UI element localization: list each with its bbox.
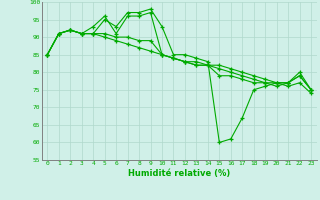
X-axis label: Humidité relative (%): Humidité relative (%) [128, 169, 230, 178]
